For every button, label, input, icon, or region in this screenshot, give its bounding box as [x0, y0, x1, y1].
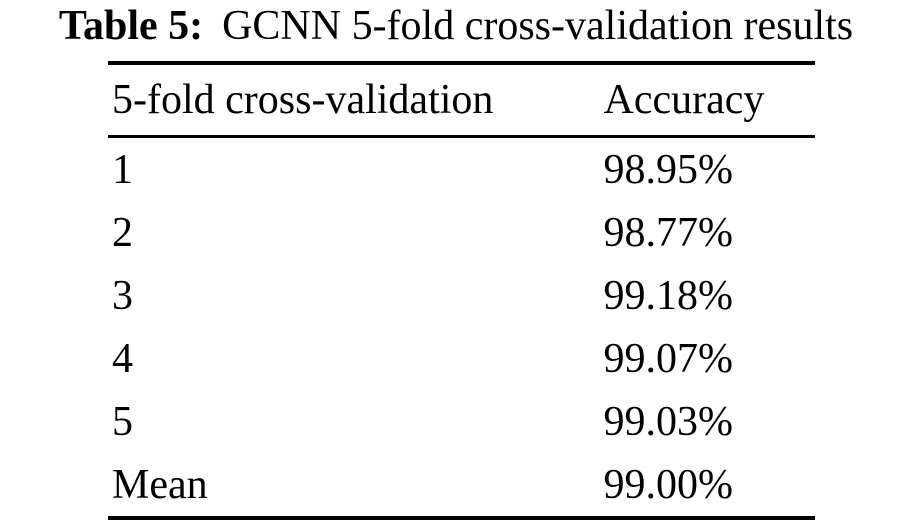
fold-cell: 5: [112, 398, 133, 445]
table-caption-label: Table 5:: [58, 3, 204, 49]
accuracy-cell: 98.77%: [603, 209, 734, 256]
cross-validation-table: 5-fold cross-validation Accuracy 1 98.95…: [108, 61, 815, 520]
table-row: 5 99.03%: [108, 390, 815, 453]
accuracy-cell: 99.00%: [603, 461, 734, 508]
accuracy-cell: 99.18%: [603, 272, 734, 319]
accuracy-cell: 99.03%: [603, 398, 734, 445]
fold-cell: 3: [112, 272, 133, 319]
column-header-fold: 5-fold cross-validation: [112, 77, 494, 123]
fold-cell: Mean: [112, 461, 208, 508]
accuracy-cell: 99.07%: [603, 335, 734, 382]
table-row-mean: Mean 99.00%: [108, 453, 815, 518]
fold-cell: 4: [112, 335, 133, 382]
table-row: 4 99.07%: [108, 327, 815, 390]
column-header-accuracy: Accuracy: [603, 77, 765, 123]
table-row: 1 98.95%: [108, 137, 815, 202]
accuracy-cell: 98.95%: [603, 146, 734, 193]
fold-cell: 1: [112, 146, 133, 193]
table-header-row: 5-fold cross-validation Accuracy: [108, 63, 815, 137]
table-row: 3 99.18%: [108, 264, 815, 327]
table-caption: Table 5: GCNN 5-fold cross-validation res…: [0, 0, 912, 52]
table-caption-text: GCNN 5-fold cross-validation results: [222, 3, 854, 49]
table-row: 2 98.77%: [108, 201, 815, 264]
fold-cell: 2: [112, 209, 133, 256]
